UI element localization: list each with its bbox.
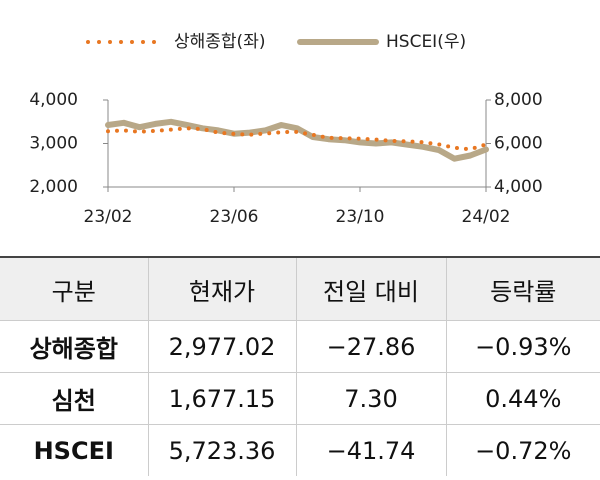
legend-label: 상해종합(좌): [174, 32, 265, 52]
table-cell: 7.30: [295, 372, 446, 425]
table-cell: HSCEI: [0, 424, 148, 476]
y2-tick-label: 8,000: [494, 90, 543, 110]
header-cell: 구분: [0, 256, 148, 321]
x-tick-label: 23/02: [84, 207, 133, 227]
table-cell: 심천: [0, 372, 148, 425]
y2-tick-label: 6,000: [494, 134, 543, 154]
chart: 2,000 3,000 4,000 4,000 6,000 8,000 23/02 23/06…: [29, 32, 543, 227]
table-row: 상해종합 2,977.02 −27.86 −0.93%: [0, 320, 600, 373]
table-row: HSCEI 5,723.36 −41.74 −0.72%: [0, 424, 600, 476]
table-cell: −0.72%: [445, 424, 600, 476]
y2-tick-label: 4,000: [494, 177, 543, 197]
table-row: 심천 1,677.15 7.30 0.44%: [0, 372, 600, 425]
data-table: 구분 현재가 전일 대비 등락률 상해종합 2,977.02 −27.86 −0.93…: [0, 256, 600, 476]
table-cell: −27.86: [295, 320, 446, 373]
x-tick-label: 23/06: [210, 207, 259, 227]
header-cell: 현재가: [147, 256, 296, 321]
table-cell: 1,677.15: [147, 372, 296, 425]
header-cell: 등락률: [445, 256, 600, 321]
x-tick-label: 23/10: [336, 207, 385, 227]
y-tick-label: 2,000: [29, 177, 78, 197]
table-cell: −0.93%: [445, 320, 600, 373]
y-tick-label: 3,000: [29, 134, 78, 154]
header-row: 구분 현재가 전일 대비 등락률: [0, 256, 600, 321]
legend-label: HSCEI(우): [386, 32, 466, 52]
x-tick-label: 24/02: [462, 207, 511, 227]
table-cell: 5,723.36: [147, 424, 296, 476]
series-line: [105, 118, 489, 162]
table-cell: 상해종합: [0, 320, 148, 373]
series-line: [106, 126, 488, 152]
header-cell: 전일 대비: [295, 256, 446, 321]
table-cell: −41.74: [295, 424, 446, 476]
y-tick-label: 4,000: [29, 90, 78, 110]
table-cell: 0.44%: [445, 372, 600, 425]
table-cell: 2,977.02: [147, 320, 296, 373]
